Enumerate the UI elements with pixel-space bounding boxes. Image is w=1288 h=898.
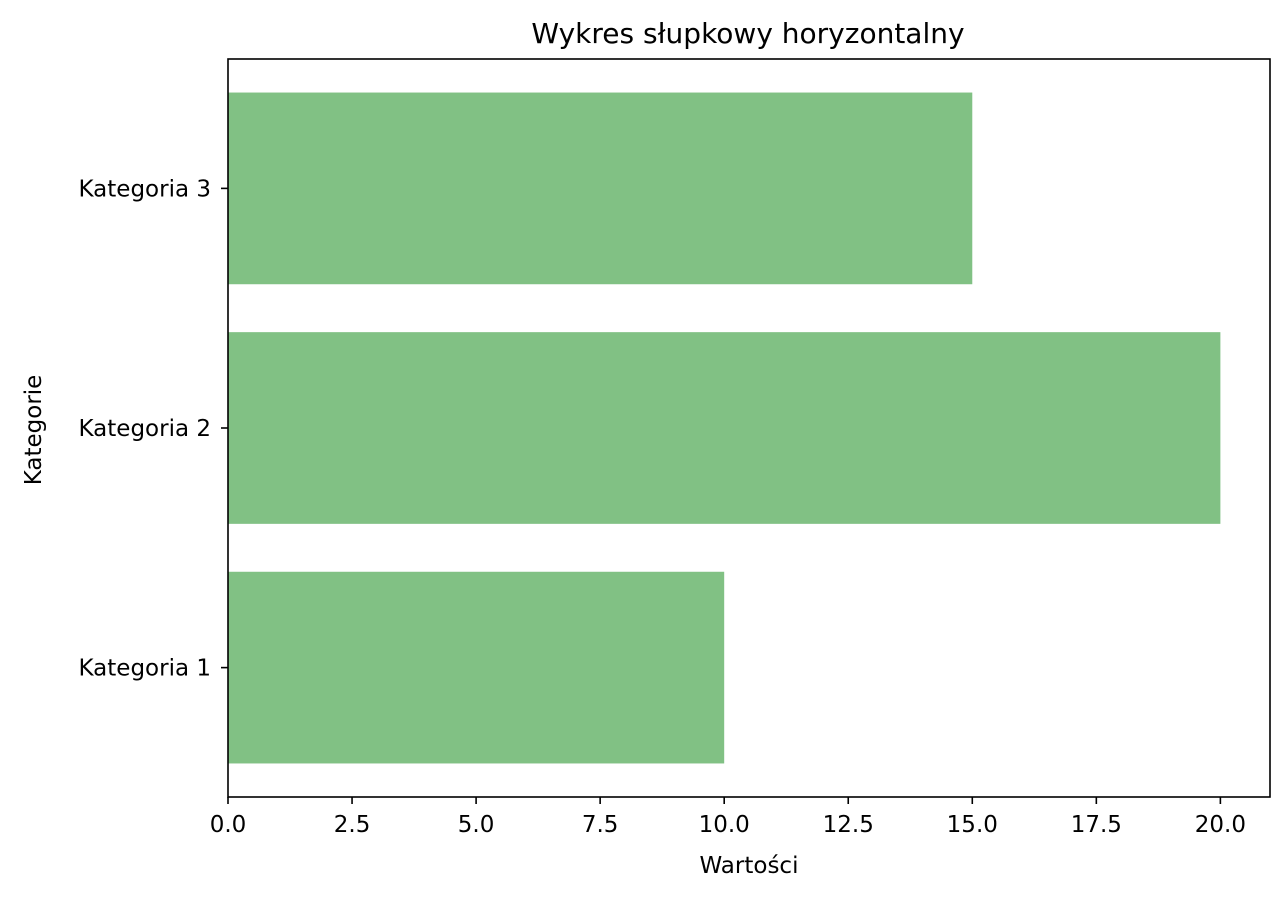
y-tick-label: Kategoria 1 (79, 656, 212, 682)
x-tick-label: 12.5 (823, 812, 874, 838)
chart-title: Wykres słupkowy horyzontalny (531, 17, 964, 50)
x-tick-label: 20.0 (1195, 812, 1246, 838)
x-tick-label: 5.0 (458, 812, 495, 838)
x-axis-label: Wartości (700, 853, 799, 879)
bars-group (228, 92, 1221, 764)
y-tick-label: Kategoria 3 (79, 176, 212, 202)
y-axis-ticks: Kategoria 1 Kategoria 2 Kategoria 3 (79, 176, 228, 682)
x-tick-label: 7.5 (582, 812, 619, 838)
x-tick-label: 15.0 (947, 812, 998, 838)
bar-1 (228, 571, 725, 764)
bar-2 (228, 332, 1221, 524)
x-tick-label: 17.5 (1071, 812, 1122, 838)
x-tick-label: 2.5 (334, 812, 371, 838)
x-tick-label: 10.0 (699, 812, 750, 838)
x-axis-ticks: 0.0 2.5 5.0 7.5 10.0 12.5 15.0 17.5 20.0 (210, 797, 1246, 838)
bar-3 (228, 92, 973, 285)
x-tick-label: 0.0 (210, 812, 247, 838)
y-tick-label: Kategoria 2 (79, 416, 212, 442)
y-axis-label: Kategorie (21, 375, 47, 486)
